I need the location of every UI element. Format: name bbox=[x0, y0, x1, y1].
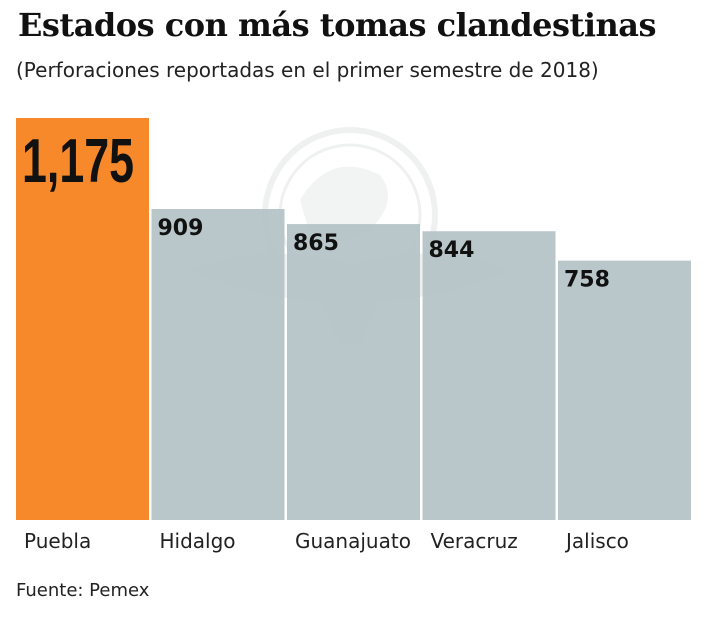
chart-title: Estados con más tomas clandestinas bbox=[18, 6, 657, 44]
bar-chart: 1,175 909 865 844 758 Puebla Hidalgo Guanajuat… bbox=[16, 118, 691, 553]
category-label-puebla: Puebla bbox=[24, 529, 91, 553]
bar-hidalgo bbox=[151, 209, 285, 520]
chart-subtitle: (Perforaciones reportadas en el primer s… bbox=[16, 58, 599, 82]
category-label-veracruz: Veracruz bbox=[431, 529, 518, 553]
bar-jalisco bbox=[558, 260, 691, 520]
category-label-hidalgo: Hidalgo bbox=[160, 529, 236, 553]
data-label-guanajuato: 865 bbox=[293, 231, 339, 256]
data-label-veracruz: 844 bbox=[429, 238, 475, 263]
data-label-jalisco: 758 bbox=[564, 268, 610, 293]
data-label-hidalgo: 909 bbox=[158, 216, 204, 241]
bar-puebla bbox=[16, 118, 149, 520]
source-note: Fuente: Pemex bbox=[16, 580, 150, 601]
category-label-guanajuato: Guanajuato bbox=[295, 529, 411, 553]
bar-veracruz bbox=[422, 231, 556, 520]
data-label-puebla: 1,175 bbox=[22, 127, 134, 196]
bar-guanajuato bbox=[287, 224, 420, 520]
category-label-jalisco: Jalisco bbox=[564, 529, 629, 553]
